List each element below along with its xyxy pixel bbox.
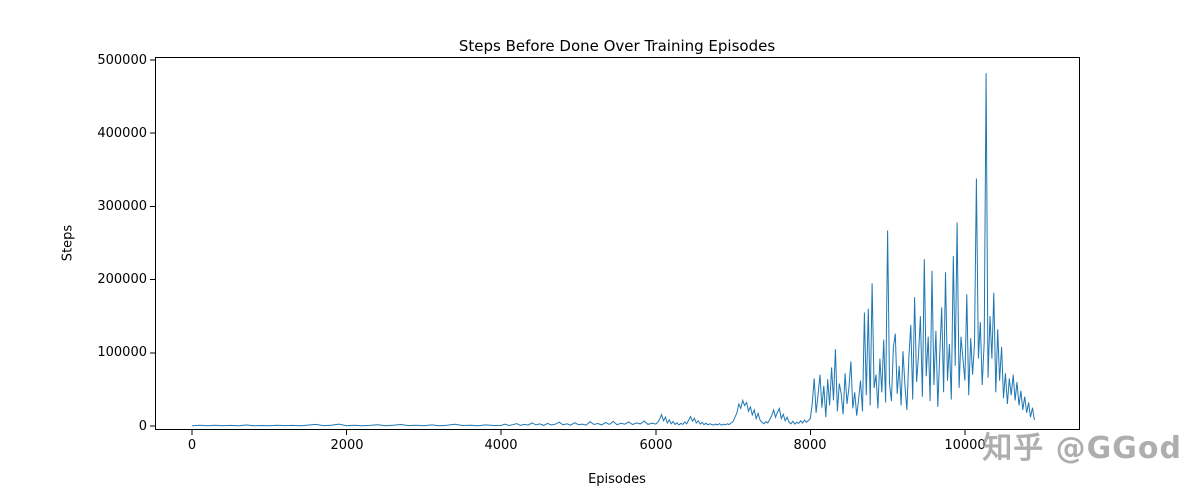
y-axis-label: Steps — [60, 224, 76, 262]
x-tick-label: 0 — [187, 438, 197, 453]
axes-box — [155, 57, 1080, 430]
x-axis-label: Episodes — [588, 472, 646, 487]
y-tick-label: 300000 — [97, 199, 147, 214]
y-tick-label: 0 — [138, 419, 147, 434]
x-tick-label: 10000 — [944, 438, 986, 453]
x-tick-label: 8000 — [793, 438, 827, 453]
y-tick-label: 200000 — [97, 272, 147, 287]
watermark: 知乎 @GGod — [982, 431, 1182, 466]
chart-title: Steps Before Done Over Training Episodes — [458, 37, 776, 55]
y-tick-label: 400000 — [97, 126, 147, 141]
y-tick-label: 500000 — [97, 53, 147, 68]
series-line — [192, 73, 1035, 427]
x-tick-label: 6000 — [639, 438, 673, 453]
y-tick-label: 100000 — [97, 345, 147, 360]
x-tick-label: 2000 — [330, 438, 364, 453]
x-tick-label: 4000 — [484, 438, 518, 453]
